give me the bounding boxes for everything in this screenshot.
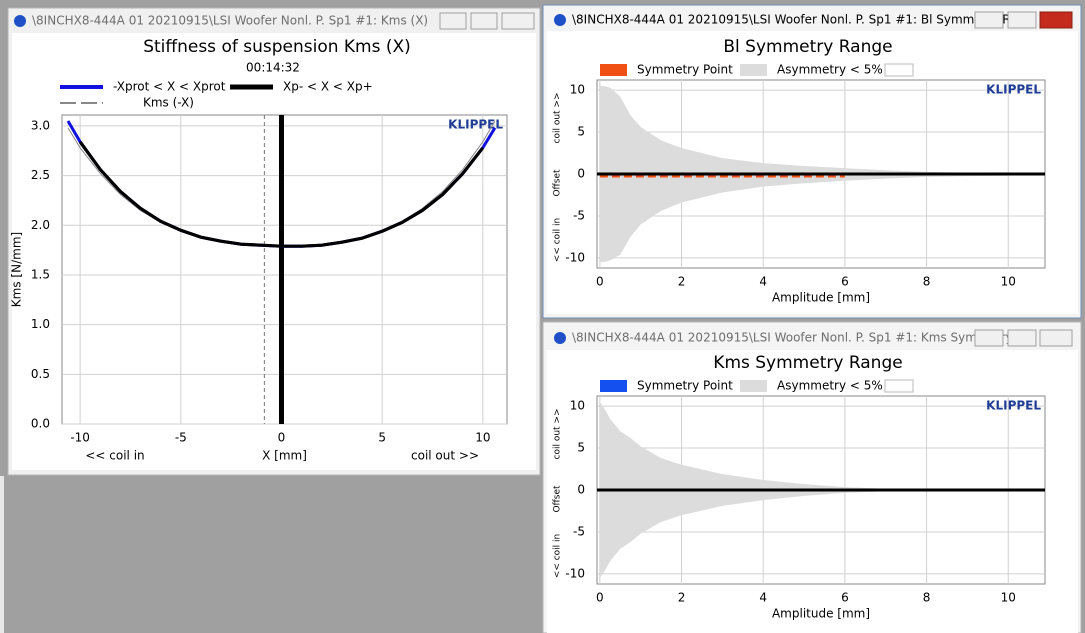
x-tick-label: 10 — [1001, 591, 1016, 605]
legend-swatch — [740, 64, 767, 76]
series-line — [78, 140, 485, 248]
x-tick-label: 10 — [1001, 275, 1016, 289]
x-tick-label: -10 — [70, 431, 90, 445]
window-title: \8INCHX8-444A 01 20210915\LSI Woofer Non… — [572, 13, 1029, 27]
y-tick-label: 0.0 — [31, 417, 50, 431]
y-axis-label: coil out >> — [553, 93, 563, 144]
brand: KLIPPEL — [986, 399, 1041, 413]
x-tick-label: 8 — [923, 275, 931, 289]
app-icon — [554, 332, 566, 344]
y-axis-label: Kms [N/mm] — [10, 232, 24, 307]
x-tick-label: 5 — [378, 431, 386, 445]
x-tick-label: -5 — [175, 431, 187, 445]
minimize-button[interactable] — [974, 329, 1004, 347]
y-tick-label: 2.0 — [31, 218, 50, 232]
y-axis-label: << coil in — [553, 534, 563, 578]
x-tick-label: 6 — [841, 275, 849, 289]
window-title: \8INCHX8-444A 01 20210915\LSI Woofer Non… — [32, 14, 428, 28]
annotation: << coil in — [85, 449, 144, 463]
minimize-button[interactable] — [439, 12, 467, 30]
y-tick-label: 5 — [577, 441, 585, 455]
chart-title: Stiffness of suspension Kms (X) — [143, 37, 411, 57]
y-axis-label: << coil in — [553, 218, 563, 262]
minimize-button[interactable] — [974, 11, 1004, 29]
brand: KLIPPEL — [448, 118, 503, 132]
app-icon — [554, 14, 566, 26]
legend-empty-box — [884, 379, 914, 393]
x-tick-label: 0 — [596, 591, 604, 605]
x-tick-label: 4 — [759, 591, 767, 605]
legend-label: Xp- < X < Xp+ — [283, 80, 373, 94]
legend-swatch — [740, 380, 767, 392]
x-tick-label: 0 — [278, 431, 286, 445]
legend-label: Symmetry Point — [637, 63, 733, 77]
brand: KLIPPEL — [986, 83, 1041, 97]
annotation: coil out >> — [411, 449, 479, 463]
x-tick-label: 10 — [475, 431, 490, 445]
x-axis-label: Amplitude [mm] — [772, 607, 870, 621]
maximize-button[interactable] — [1007, 329, 1037, 347]
chart-title: Kms Symmetry Range — [713, 353, 902, 373]
maximize-button[interactable] — [1007, 11, 1037, 29]
close-button[interactable] — [1039, 11, 1073, 29]
y-tick-label: 0 — [577, 167, 585, 181]
x-axis-label: X [mm] — [262, 449, 307, 463]
legend-label: Symmetry Point — [637, 379, 733, 393]
x-tick-label: 8 — [923, 591, 931, 605]
x-tick-label: 2 — [678, 591, 686, 605]
y-tick-label: 10 — [570, 399, 585, 413]
y-tick-label: -5 — [573, 208, 585, 222]
subtitle: 00:14:32 — [246, 61, 300, 75]
window-title: \8INCHX8-444A 01 20210915\LSI Woofer Non… — [572, 331, 1028, 345]
close-button[interactable] — [501, 12, 535, 30]
y-axis-label: Offset — [553, 485, 563, 513]
window-edge — [0, 476, 4, 633]
y-axis-label: coil out >> — [553, 409, 563, 460]
close-button[interactable] — [1039, 329, 1073, 347]
x-axis-label: Amplitude [mm] — [772, 291, 870, 305]
y-tick-label: 10 — [570, 83, 585, 97]
legend-swatch — [600, 380, 627, 392]
legend-label: Asymmetry < 5% — [777, 63, 883, 77]
legend-label: Asymmetry < 5% — [777, 379, 883, 393]
y-tick-label: -10 — [565, 566, 585, 580]
y-tick-label: 2.5 — [31, 168, 50, 182]
y-tick-label: 3.0 — [31, 118, 50, 132]
plot-area — [61, 114, 508, 425]
y-axis-label: Offset — [553, 169, 563, 197]
app-icon — [14, 15, 26, 27]
x-tick-label: 6 — [841, 591, 849, 605]
x-tick-label: 0 — [596, 275, 604, 289]
legend-empty-box — [884, 63, 914, 77]
y-tick-label: -10 — [565, 250, 585, 264]
chart-title: Bl Symmetry Range — [723, 37, 892, 57]
y-tick-label: 1.5 — [31, 267, 50, 281]
legend-swatch — [600, 64, 627, 76]
x-tick-label: 2 — [678, 275, 686, 289]
x-tick-label: 4 — [759, 275, 767, 289]
y-tick-label: 1.0 — [31, 317, 50, 331]
y-tick-label: 0 — [577, 483, 585, 497]
y-tick-label: 0.5 — [31, 367, 50, 381]
y-tick-label: -5 — [573, 524, 585, 538]
legend-label: Kms (-X) — [143, 96, 194, 110]
legend-label: -Xprot < X < Xprot — [113, 80, 226, 94]
y-tick-label: 5 — [577, 125, 585, 139]
maximize-button[interactable] — [470, 12, 498, 30]
